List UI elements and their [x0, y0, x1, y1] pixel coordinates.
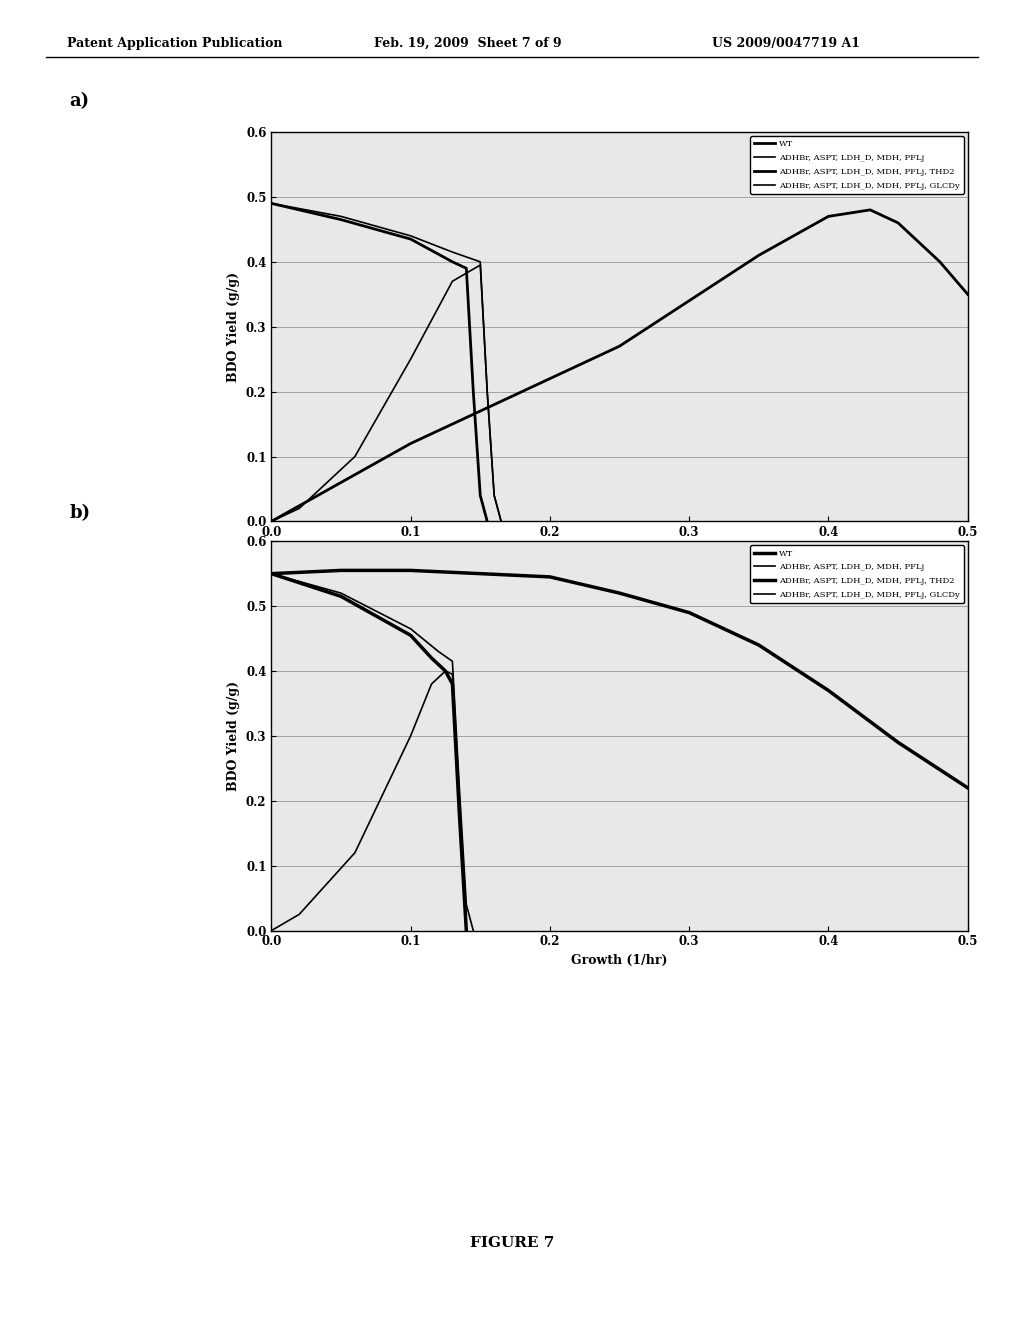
Text: Feb. 19, 2009  Sheet 7 of 9: Feb. 19, 2009 Sheet 7 of 9: [374, 37, 561, 50]
Line: ADHBr, ASPT, LDH_D, MDH, PFLj: ADHBr, ASPT, LDH_D, MDH, PFLj: [271, 574, 473, 931]
ADHBr, ASPT, LDH_D, MDH, PFLj, THD2: [404, 627, 417, 643]
ADHBr, ASPT, LDH_D, MDH, PFLj, THD2: [446, 253, 459, 269]
Line: ADHBr, ASPT, LDH_D, MDH, PFLj, THD2: ADHBr, ASPT, LDH_D, MDH, PFLj, THD2: [271, 203, 487, 521]
ADHBr, ASPT, LDH_D, MDH, PFLj: [265, 195, 278, 211]
ADHBr, ASPT, LDH_D, MDH, PFLj: [495, 513, 507, 529]
ADHBr, ASPT, LDH_D, MDH, PFLj, GLCDy: [265, 923, 278, 939]
Line: ADHBr, ASPT, LDH_D, MDH, PFLj: ADHBr, ASPT, LDH_D, MDH, PFLj: [271, 203, 501, 521]
WT: [404, 562, 417, 578]
ADHBr, ASPT, LDH_D, MDH, PFLj: [474, 253, 486, 269]
ADHBr, ASPT, LDH_D, MDH, PFLj, GLCDy: [293, 500, 305, 516]
Y-axis label: BDO Yield (g/g): BDO Yield (g/g): [227, 272, 241, 381]
ADHBr, ASPT, LDH_D, MDH, PFLj: [404, 228, 417, 244]
ADHBr, ASPT, LDH_D, MDH, PFLj, THD2: [467, 384, 479, 400]
ADHBr, ASPT, LDH_D, MDH, PFLj, GLCDy: [349, 845, 361, 861]
ADHBr, ASPT, LDH_D, MDH, PFLj, GLCDy: [404, 729, 417, 744]
WT: [822, 682, 835, 698]
ADHBr, ASPT, LDH_D, MDH, PFLj: [454, 780, 466, 796]
ADHBr, ASPT, LDH_D, MDH, PFLj, GLCDy: [425, 676, 437, 692]
WT: [474, 566, 486, 582]
ADHBr, ASPT, LDH_D, MDH, PFLj, GLCDy: [439, 663, 452, 678]
WT: [962, 780, 974, 796]
ADHBr, ASPT, LDH_D, MDH, PFLj, THD2: [474, 487, 486, 503]
WT: [613, 338, 626, 354]
X-axis label: Growth (1/hr): Growth (1/hr): [571, 954, 668, 968]
Text: b): b): [70, 504, 91, 523]
ADHBr, ASPT, LDH_D, MDH, PFLj, THD2: [446, 676, 459, 692]
WT: [335, 475, 347, 491]
Text: FIGURE 7: FIGURE 7: [470, 1237, 554, 1250]
WT: [753, 638, 765, 653]
WT: [753, 247, 765, 263]
WT: [544, 569, 556, 585]
ADHBr, ASPT, LDH_D, MDH, PFLj, GLCDy: [349, 449, 361, 465]
WT: [613, 585, 626, 601]
Line: ADHBr, ASPT, LDH_D, MDH, PFLj, GLCDy: ADHBr, ASPT, LDH_D, MDH, PFLj, GLCDy: [271, 265, 501, 521]
ADHBr, ASPT, LDH_D, MDH, PFLj, THD2: [481, 513, 494, 529]
Text: a): a): [70, 92, 90, 111]
WT: [892, 734, 904, 750]
ADHBr, ASPT, LDH_D, MDH, PFLj: [265, 566, 278, 582]
ADHBr, ASPT, LDH_D, MDH, PFLj: [404, 620, 417, 636]
ADHBr, ASPT, LDH_D, MDH, PFLj: [446, 653, 459, 669]
ADHBr, ASPT, LDH_D, MDH, PFLj, GLCDy: [446, 273, 459, 289]
ADHBr, ASPT, LDH_D, MDH, PFLj: [481, 384, 494, 400]
ADHBr, ASPT, LDH_D, MDH, PFLj: [488, 487, 501, 503]
Text: Patent Application Publication: Patent Application Publication: [67, 37, 282, 50]
Text: US 2009/0047719 A1: US 2009/0047719 A1: [712, 37, 860, 50]
ADHBr, ASPT, LDH_D, MDH, PFLj, THD2: [425, 649, 437, 665]
ADHBr, ASPT, LDH_D, MDH, PFLj: [432, 644, 444, 660]
WT: [864, 202, 877, 218]
Legend: WT, ADHBr, ASPT, LDH_D, MDH, PFLj, ADHBr, ASPT, LDH_D, MDH, PFLj, THD2, ADHBr, A: WT, ADHBr, ASPT, LDH_D, MDH, PFLj, ADHBr…: [751, 545, 964, 603]
ADHBr, ASPT, LDH_D, MDH, PFLj, THD2: [404, 231, 417, 247]
ADHBr, ASPT, LDH_D, MDH, PFLj: [460, 896, 472, 912]
Line: ADHBr, ASPT, LDH_D, MDH, PFLj, THD2: ADHBr, ASPT, LDH_D, MDH, PFLj, THD2: [271, 574, 466, 931]
WT: [892, 215, 904, 231]
ADHBr, ASPT, LDH_D, MDH, PFLj, GLCDy: [474, 257, 486, 273]
WT: [683, 293, 695, 309]
ADHBr, ASPT, LDH_D, MDH, PFLj, THD2: [265, 195, 278, 211]
ADHBr, ASPT, LDH_D, MDH, PFLj, GLCDy: [404, 351, 417, 367]
ADHBr, ASPT, LDH_D, MDH, PFLj: [446, 244, 459, 260]
ADHBr, ASPT, LDH_D, MDH, PFLj, THD2: [265, 566, 278, 582]
Legend: WT, ADHBr, ASPT, LDH_D, MDH, PFLj, ADHBr, ASPT, LDH_D, MDH, PFLj, THD2, ADHBr, A: WT, ADHBr, ASPT, LDH_D, MDH, PFLj, ADHBr…: [751, 136, 964, 194]
ADHBr, ASPT, LDH_D, MDH, PFLj, GLCDy: [446, 667, 459, 682]
ADHBr, ASPT, LDH_D, MDH, PFLj: [335, 585, 347, 601]
ADHBr, ASPT, LDH_D, MDH, PFLj, GLCDy: [454, 805, 466, 821]
ADHBr, ASPT, LDH_D, MDH, PFLj, THD2: [335, 211, 347, 227]
X-axis label: Growth (1/hr): Growth (1/hr): [571, 545, 668, 558]
ADHBr, ASPT, LDH_D, MDH, PFLj: [335, 209, 347, 224]
ADHBr, ASPT, LDH_D, MDH, PFLj, GLCDy: [460, 923, 472, 939]
ADHBr, ASPT, LDH_D, MDH, PFLj, GLCDy: [293, 907, 305, 923]
WT: [404, 436, 417, 451]
WT: [822, 209, 835, 224]
WT: [962, 286, 974, 302]
Line: ADHBr, ASPT, LDH_D, MDH, PFLj, GLCDy: ADHBr, ASPT, LDH_D, MDH, PFLj, GLCDy: [271, 671, 466, 931]
ADHBr, ASPT, LDH_D, MDH, PFLj, GLCDy: [495, 513, 507, 529]
ADHBr, ASPT, LDH_D, MDH, PFLj, GLCDy: [481, 384, 494, 400]
ADHBr, ASPT, LDH_D, MDH, PFLj, THD2: [335, 589, 347, 605]
Line: WT: WT: [271, 210, 968, 521]
WT: [265, 513, 278, 529]
WT: [683, 605, 695, 620]
WT: [265, 566, 278, 582]
WT: [544, 371, 556, 387]
ADHBr, ASPT, LDH_D, MDH, PFLj: [467, 923, 479, 939]
ADHBr, ASPT, LDH_D, MDH, PFLj, THD2: [460, 923, 472, 939]
WT: [934, 253, 946, 269]
ADHBr, ASPT, LDH_D, MDH, PFLj, GLCDy: [265, 513, 278, 529]
Y-axis label: BDO Yield (g/g): BDO Yield (g/g): [227, 681, 241, 791]
ADHBr, ASPT, LDH_D, MDH, PFLj, THD2: [454, 805, 466, 821]
Line: WT: WT: [271, 570, 968, 788]
ADHBr, ASPT, LDH_D, MDH, PFLj, THD2: [439, 663, 452, 678]
ADHBr, ASPT, LDH_D, MDH, PFLj, THD2: [460, 260, 472, 276]
ADHBr, ASPT, LDH_D, MDH, PFLj, GLCDy: [488, 487, 501, 503]
WT: [474, 403, 486, 418]
WT: [335, 562, 347, 578]
